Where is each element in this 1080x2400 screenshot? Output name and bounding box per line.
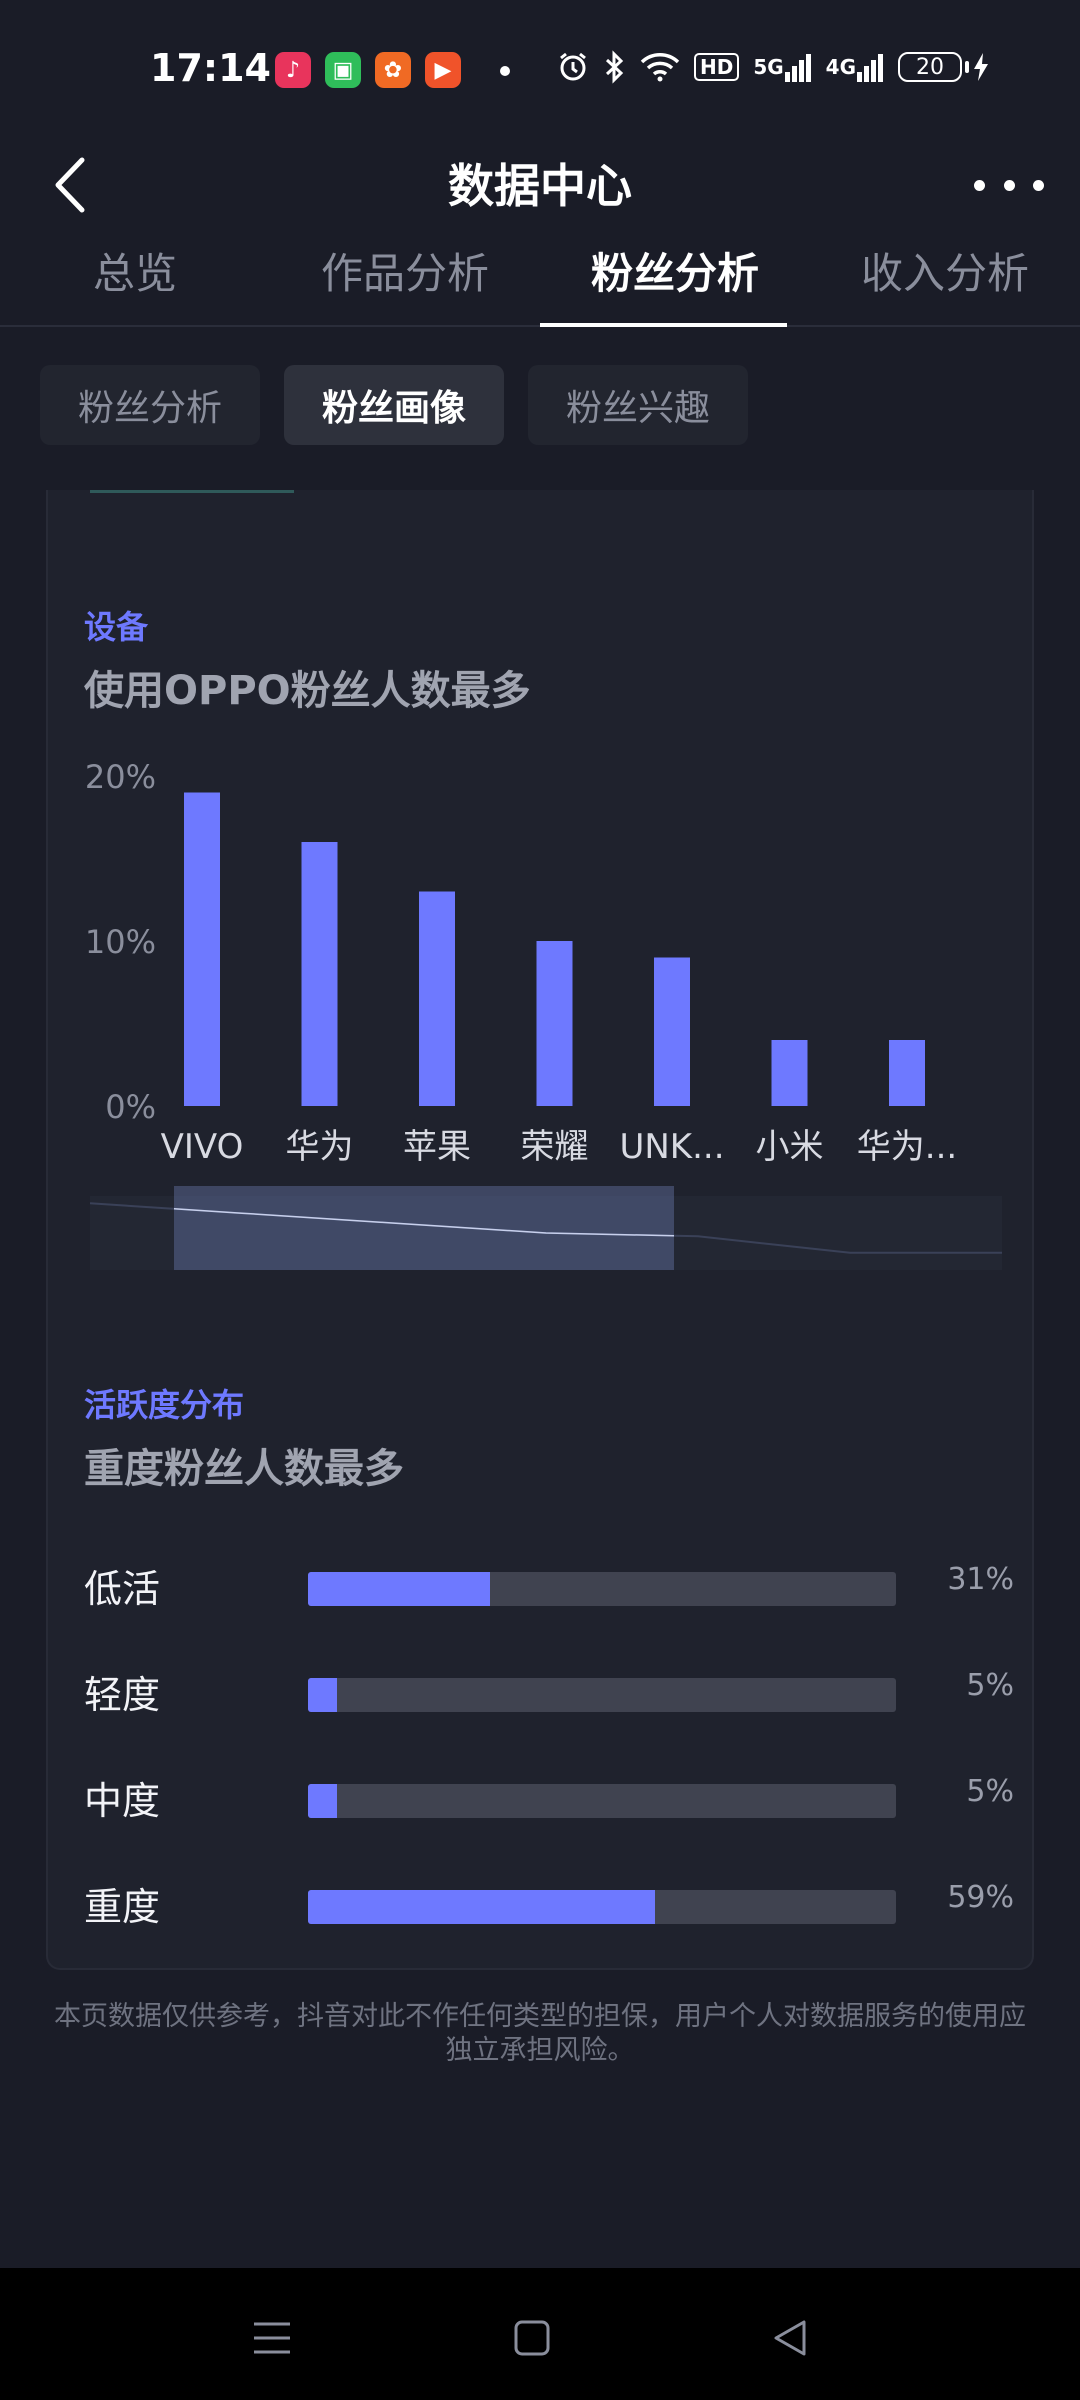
device-section-label: 设备 (84, 608, 149, 646)
chart-bar[interactable] (536, 941, 573, 1106)
net-5g-label: 5G (753, 55, 784, 79)
chevron-left-icon (55, 157, 85, 213)
activity-row-percent: 5% (966, 1774, 1014, 1809)
chart-bar[interactable] (301, 842, 338, 1106)
y-tick-label: 20% (85, 758, 156, 796)
sub-tabs: 粉丝分析 粉丝画像 粉丝兴趣 (40, 365, 748, 445)
chart-bar[interactable] (889, 1040, 925, 1106)
page-title: 数据中心 (448, 159, 632, 213)
activity-bar-fill (308, 1678, 338, 1712)
activity-row-label: 重度 (84, 1885, 161, 1929)
card-divider (90, 490, 294, 493)
music-app-icon: ♪ (275, 52, 311, 88)
alarm-icon (556, 50, 590, 84)
status-bar: 17:14 ♪ ▣ ✿ ▶ HD 5G 4G 20 (0, 0, 1080, 140)
signal-4g-icon: 4G (826, 52, 884, 82)
system-nav-bar (0, 2268, 1080, 2400)
nav-back-button[interactable] (760, 2308, 820, 2368)
activity-bar-fill (308, 1784, 338, 1818)
bluetooth-icon (604, 50, 626, 84)
subtab-fans-interest[interactable]: 粉丝兴趣 (528, 365, 748, 445)
wifi-icon (640, 52, 680, 82)
net-4g-label: 4G (825, 55, 856, 79)
nav-menu-button[interactable] (242, 2308, 302, 2368)
activity-row-label: 低活 (84, 1567, 161, 1611)
activity-row: 低活 31% (84, 1552, 1014, 1612)
activity-row-label: 轻度 (84, 1673, 161, 1717)
menu-icon (254, 2322, 290, 2354)
portrait-card: 设备 使用OPPO粉丝人数最多 20% 10% 0% VIVO 华为 苹果 荣耀 UNK...… (46, 490, 1034, 1970)
battery-level: 20 (898, 52, 962, 82)
x-category-label: 荣耀 (521, 1127, 589, 1167)
disclaimer-text: 本页数据仅供参考，抖音对此不作任何类型的担保，用户个人对数据服务的使用应独立承担… (54, 2001, 1026, 2066)
notification-dot-icon (500, 66, 510, 76)
video-app-icon: ▶ (425, 52, 461, 88)
activity-section-title: 重度粉丝人数最多 (84, 1446, 404, 1492)
x-category-label: 华为... (857, 1127, 957, 1167)
hd-voice-icon: HD (693, 53, 740, 81)
charging-icon (974, 53, 988, 81)
chart-bar[interactable] (771, 1040, 808, 1106)
x-category-label: 小米 (756, 1127, 824, 1167)
activity-bar-track (308, 1784, 896, 1818)
x-category-label: 苹果 (403, 1127, 471, 1167)
activity-bar-track (308, 1890, 896, 1924)
x-category-label: UNK... (619, 1127, 724, 1167)
subtab-fans-analysis[interactable]: 粉丝分析 (40, 365, 260, 445)
activity-bar-fill (308, 1890, 655, 1924)
back-triangle-icon (774, 2320, 806, 2356)
x-category-label: 华为 (286, 1127, 354, 1167)
tab-overview[interactable]: 总览 (92, 249, 177, 298)
main-tabs: 总览 作品分析 粉丝分析 收入分析 (0, 230, 1080, 327)
more-dot-icon (1003, 179, 1015, 191)
signal-5g-icon: 5G (753, 52, 811, 82)
messages-app-icon: ▣ (325, 52, 361, 88)
more-dot-icon (1033, 179, 1044, 191)
activity-row-percent: 31% (947, 1562, 1014, 1597)
activity-row-percent: 5% (966, 1668, 1014, 1703)
subtab-fans-portrait[interactable]: 粉丝画像 (284, 365, 504, 445)
status-app-icons: ♪ ▣ ✿ ▶ (275, 52, 461, 88)
activity-bar-fill (308, 1572, 491, 1606)
activity-row: 重度 59% (84, 1870, 1014, 1930)
activity-bar-track (308, 1572, 896, 1606)
chart-bar[interactable] (184, 792, 220, 1107)
zoom-slider-selected-line (174, 1208, 674, 1237)
y-tick-label: 0% (105, 1088, 156, 1126)
back-button[interactable] (40, 150, 100, 220)
home-square-icon (514, 2320, 550, 2356)
activity-row: 轻度 5% (84, 1658, 1014, 1718)
activity-section-label: 活跃度分布 (84, 1386, 245, 1424)
chart-bar[interactable] (419, 891, 455, 1107)
app-header: 数据中心 (0, 140, 1080, 240)
tab-income-analysis[interactable]: 收入分析 (860, 249, 1029, 298)
mini-app-icon: ✿ (375, 52, 411, 88)
activity-row: 中度 5% (84, 1764, 1014, 1824)
more-options-button[interactable] (974, 160, 1044, 210)
tab-works-analysis[interactable]: 作品分析 (320, 249, 489, 298)
x-category-label: VIVO (161, 1127, 244, 1167)
chart-bar[interactable] (654, 957, 690, 1107)
device-section-title: 使用OPPO粉丝人数最多 (84, 668, 531, 714)
status-indicators: HD 5G 4G 20 (556, 50, 990, 84)
status-time: 17:14 (150, 46, 271, 90)
y-tick-label: 10% (85, 923, 156, 961)
activity-bar-track (308, 1678, 896, 1712)
device-bar-chart[interactable]: 20% 10% 0%VIVO 华为 苹果 荣耀 UNK... 小米 华为... (48, 490, 1036, 1290)
activity-row-percent: 59% (947, 1880, 1014, 1915)
more-dot-icon (974, 179, 985, 191)
tab-fans-analysis[interactable]: 粉丝分析 (540, 230, 810, 327)
battery-icon: 20 (898, 52, 990, 82)
activity-row-label: 中度 (84, 1779, 161, 1823)
zoom-slider-window[interactable] (174, 1186, 674, 1270)
nav-home-button[interactable] (502, 2308, 562, 2368)
